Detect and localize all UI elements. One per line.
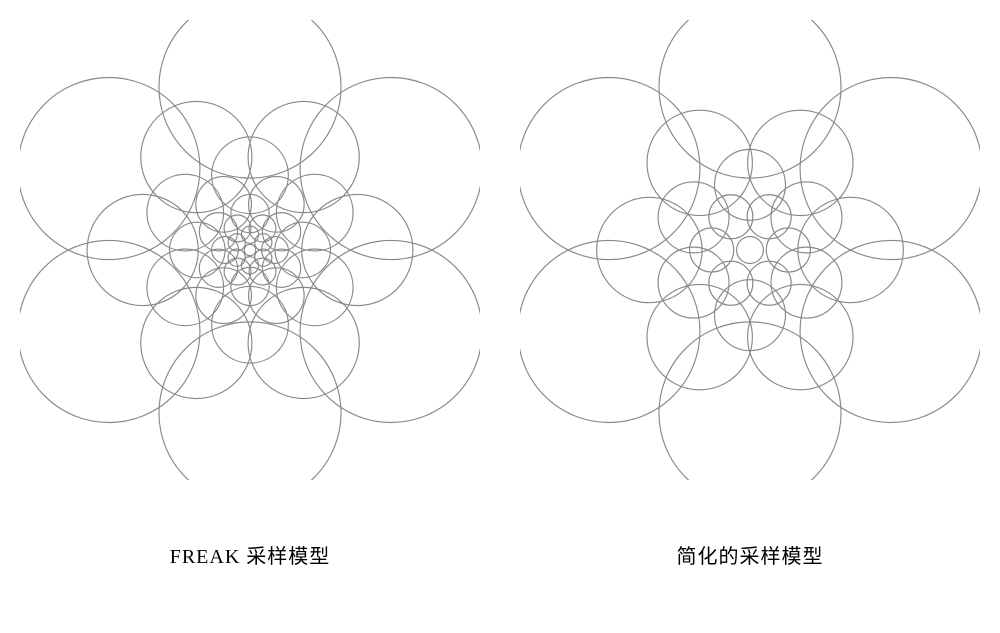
sample-circle	[196, 177, 252, 233]
sample-circle	[715, 280, 786, 351]
diagram-container: FREAK 采样模型 简化的采样模型	[0, 0, 1000, 569]
sample-circle	[709, 195, 753, 239]
sample-circle	[709, 261, 753, 305]
freak-diagram	[20, 20, 480, 480]
sample-circle	[196, 268, 252, 324]
sample-circle	[249, 268, 305, 324]
center-dot	[248, 248, 253, 253]
sample-circle	[147, 174, 224, 251]
sample-circle	[300, 78, 480, 260]
sample-dot	[607, 329, 612, 334]
sample-circle	[249, 177, 305, 233]
sample-circle	[658, 247, 729, 318]
sample-dot	[748, 411, 753, 416]
sample-dot	[889, 329, 894, 334]
sample-dot	[607, 166, 612, 171]
sample-circle	[771, 182, 842, 253]
sample-circle	[766, 228, 810, 272]
sample-circle	[276, 174, 353, 251]
sample-circle	[520, 240, 700, 422]
sample-circle	[520, 78, 700, 260]
sample-circle	[212, 137, 289, 214]
sample-dot	[140, 248, 145, 253]
sample-dot	[389, 166, 394, 171]
sample-circle	[141, 101, 252, 212]
simplified-diagram	[520, 20, 980, 480]
sample-circle	[800, 240, 980, 422]
center-circle	[737, 237, 764, 264]
sample-circle	[159, 20, 341, 178]
sample-circle	[658, 182, 729, 253]
sample-circle	[248, 287, 359, 398]
sample-circle	[800, 78, 980, 260]
sample-dot	[355, 248, 360, 253]
center-dot	[748, 248, 753, 253]
sample-circle	[20, 78, 200, 260]
sample-circle	[212, 286, 289, 363]
center-circle	[244, 244, 256, 256]
sample-circle	[20, 240, 200, 422]
sample-circle	[659, 20, 841, 178]
panel-simplified: 简化的采样模型	[520, 20, 980, 569]
sample-circle	[715, 149, 786, 220]
sample-circle	[147, 249, 224, 326]
sample-circle	[771, 247, 842, 318]
panel-freak: FREAK 采样模型	[20, 20, 480, 569]
sample-dot	[107, 329, 112, 334]
sample-dot	[248, 85, 253, 90]
sample-circle	[300, 240, 480, 422]
sample-circle	[248, 101, 359, 212]
simplified-caption: 简化的采样模型	[677, 540, 824, 569]
sample-dot	[748, 85, 753, 90]
sample-dot	[389, 329, 394, 334]
sample-dot	[248, 411, 253, 416]
sample-circle	[747, 261, 791, 305]
sample-circle	[659, 322, 841, 480]
sample-dot	[107, 166, 112, 171]
sample-circle	[690, 228, 734, 272]
sample-circle	[276, 249, 353, 326]
freak-caption: FREAK 采样模型	[170, 540, 331, 569]
sample-circle	[159, 322, 341, 480]
sample-circle	[747, 195, 791, 239]
sample-dot	[889, 166, 894, 171]
